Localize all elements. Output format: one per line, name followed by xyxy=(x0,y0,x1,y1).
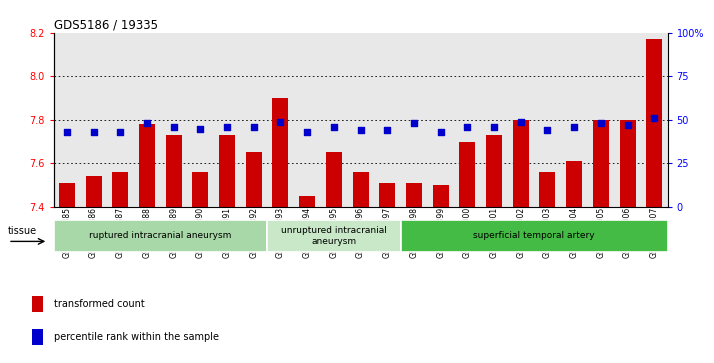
Bar xyxy=(401,220,668,252)
Point xyxy=(88,129,99,135)
Bar xyxy=(353,172,368,207)
Bar xyxy=(433,185,448,207)
Bar xyxy=(273,98,288,207)
Point xyxy=(355,127,366,133)
Point xyxy=(568,124,580,130)
Bar xyxy=(459,142,476,207)
Bar xyxy=(620,120,635,207)
Point xyxy=(462,124,473,130)
Text: ruptured intracranial aneurysm: ruptured intracranial aneurysm xyxy=(89,232,231,240)
Point xyxy=(141,121,153,126)
Bar xyxy=(32,296,43,312)
Point xyxy=(648,115,660,121)
Bar xyxy=(219,135,235,207)
Bar xyxy=(59,183,75,207)
Point xyxy=(595,121,607,126)
Text: superficial temporal artery: superficial temporal artery xyxy=(473,232,595,240)
Point xyxy=(328,124,340,130)
Bar xyxy=(166,135,181,207)
Bar xyxy=(32,329,43,345)
Point xyxy=(221,124,233,130)
Bar xyxy=(593,120,609,207)
Text: tissue: tissue xyxy=(8,225,37,236)
Bar xyxy=(406,183,422,207)
Point xyxy=(408,121,420,126)
Text: percentile rank within the sample: percentile rank within the sample xyxy=(54,332,218,342)
Point xyxy=(488,124,500,130)
Bar xyxy=(139,124,155,207)
Bar xyxy=(379,183,396,207)
Bar xyxy=(267,220,401,252)
Bar xyxy=(246,152,262,207)
Point xyxy=(622,122,633,128)
Bar xyxy=(299,196,315,207)
Point xyxy=(542,127,553,133)
Bar xyxy=(112,172,129,207)
Bar xyxy=(540,172,555,207)
Point xyxy=(168,124,179,130)
Text: GDS5186 / 19335: GDS5186 / 19335 xyxy=(54,19,158,32)
Bar xyxy=(486,135,502,207)
Point xyxy=(248,124,259,130)
Bar xyxy=(54,220,267,252)
Text: transformed count: transformed count xyxy=(54,299,144,309)
Point xyxy=(114,129,126,135)
Point xyxy=(195,126,206,131)
Point xyxy=(515,119,526,125)
Bar xyxy=(646,39,663,207)
Bar xyxy=(192,172,208,207)
Point xyxy=(301,129,313,135)
Point xyxy=(381,127,393,133)
Text: unruptured intracranial
aneurysm: unruptured intracranial aneurysm xyxy=(281,226,387,246)
Point xyxy=(61,129,73,135)
Bar xyxy=(326,152,342,207)
Point xyxy=(435,129,446,135)
Bar xyxy=(86,176,101,207)
Bar xyxy=(513,120,529,207)
Point xyxy=(275,119,286,125)
Bar xyxy=(566,161,582,207)
